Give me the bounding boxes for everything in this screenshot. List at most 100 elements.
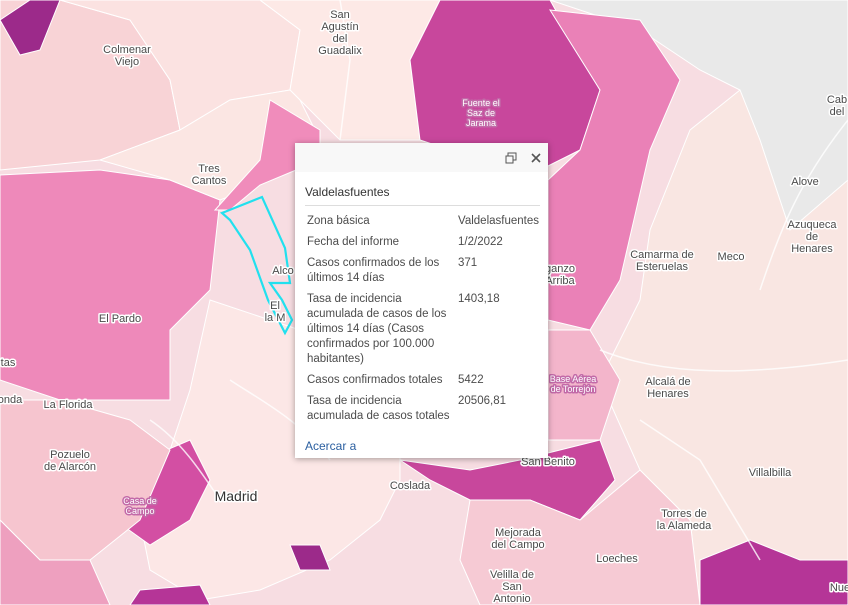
label-line: El Pardo (99, 313, 141, 325)
field-name: Tasa de incidencia acumulada de casos to… (307, 395, 450, 422)
label-line: de Alarcón (44, 461, 96, 473)
place-label: La Florida (44, 399, 94, 411)
label-line: Henares (791, 243, 833, 255)
place-label: tas (1, 357, 16, 369)
label-line: Madrid (215, 488, 258, 504)
field-name: Zona básica (307, 215, 370, 227)
place-label: Fuente el Saz de Jarama (462, 98, 500, 128)
place-label: Camarma de Esteruelas (630, 249, 694, 273)
label-line: Fuente el (462, 98, 500, 108)
place-label: San Benito (521, 456, 575, 468)
place-label: Tres Cantos (192, 163, 227, 187)
label-line: El (270, 300, 280, 312)
label-line: La Florida (44, 399, 94, 411)
label-line: Mejorada (495, 527, 542, 539)
label-line: Meco (718, 251, 745, 263)
place-label: Azuqueca de Henares (788, 219, 838, 255)
label-line: Campo (125, 506, 154, 516)
field-row: Tasa de incidencia acumulada de casos to… (305, 392, 541, 428)
label-line: Villalbilla (749, 467, 792, 479)
place-label: San Agustín del Guadalix (318, 9, 362, 57)
field-name: Casos confirmados totales (307, 374, 443, 386)
field-value: 1/2/2022 (458, 236, 503, 248)
field-name: Tasa de incidencia acumulada de casos de… (307, 293, 447, 365)
label-line: de (806, 231, 818, 243)
place-label: Meco (718, 251, 745, 263)
label-line: Esteruelas (636, 261, 688, 273)
label-line: ganzo (545, 263, 575, 275)
place-label: Pozuelo de Alarcón (44, 449, 96, 473)
label-line: del Campo (491, 539, 544, 551)
dock-button[interactable] (505, 152, 517, 164)
close-button[interactable] (531, 153, 541, 163)
place-label: Madrid (215, 488, 258, 504)
label-line: Alco (272, 265, 293, 277)
place-label: ganzo Arriba (545, 263, 576, 287)
zoom-to-link[interactable]: Acercar a (305, 439, 357, 453)
field-value: 1403,18 (458, 293, 500, 305)
roads (149, 0, 848, 561)
label-line: la Alameda (657, 520, 712, 532)
popup-header (295, 143, 548, 172)
label-line: Colmenar (103, 44, 151, 56)
label-line: Agustín (321, 21, 358, 33)
field-value: Valdelasfuentes (458, 215, 539, 227)
label-line: Cantos (192, 175, 227, 187)
place-label: Nue (830, 582, 848, 594)
label-line: Casa de (123, 496, 157, 506)
label-line: del (830, 106, 845, 118)
field-name: Fecha del informe (307, 236, 400, 248)
label-line: Arriba (545, 275, 575, 287)
place-label: Alove (791, 176, 819, 188)
label-line: Alove (791, 176, 819, 188)
label-line: Henares (647, 388, 689, 400)
place-label: Base Aérea de Torrejón (550, 374, 597, 394)
popup-fields: Zona básica Valdelasfuentes Fecha del info… (305, 212, 541, 428)
label-line: onda (0, 394, 23, 406)
place-label: Alcalá de Henares (645, 376, 690, 400)
place-label: Colmenar Viejo (103, 44, 151, 68)
label-line: tas (1, 357, 16, 369)
label-line: Pozuelo (50, 449, 90, 461)
label-line: Velilla de (490, 569, 534, 581)
field-row: Zona básica Valdelasfuentes (305, 212, 541, 233)
field-value: 371 (458, 257, 478, 269)
info-popup: Valdelasfuentes Zona básica Valdelasfuent… (295, 143, 548, 458)
field-row: Fecha del informe 1/2/2022 (305, 233, 541, 254)
place-label: Loeches (596, 553, 638, 565)
label-line: del (333, 33, 348, 45)
label-line: Guadalix (318, 45, 362, 57)
label-line: Tres (198, 163, 220, 175)
place-label: El Pardo (99, 313, 141, 325)
label-line: Viejo (115, 56, 139, 68)
label-line: Antonio (493, 593, 530, 605)
label-line: Nue (830, 582, 848, 594)
label-line: San (330, 9, 350, 21)
label-line: Camarma de (630, 249, 694, 261)
label-line: Coslada (390, 480, 431, 492)
place-label: Velilla de San Antonio (490, 569, 534, 605)
place-label: Coslada (390, 480, 431, 492)
field-row: Tasa de incidencia acumulada de casos de… (305, 290, 541, 371)
field-name: Casos confirmados de los últimos 14 días (307, 257, 440, 284)
label-line: la M (265, 312, 286, 324)
label-line: de Torrejón (551, 384, 596, 394)
popup-title: Valdelasfuentes (305, 172, 540, 206)
place-label: Alco (272, 265, 293, 277)
label-line: Cab (827, 94, 847, 106)
label-line: Saz de (467, 108, 495, 118)
place-label: Torres de la Alameda (657, 508, 712, 532)
label-line: Torres de (661, 508, 707, 520)
label-line: San Benito (521, 456, 575, 468)
label-line: Jarama (466, 118, 496, 128)
label-line: Azuqueca (788, 219, 838, 231)
place-label: Cab del (827, 94, 847, 118)
field-value: 20506,81 (458, 395, 506, 407)
place-label: Casa de Campo (123, 496, 157, 516)
selected-area (219, 195, 294, 336)
label-line: Loeches (596, 553, 638, 565)
label-line: San (502, 581, 522, 593)
